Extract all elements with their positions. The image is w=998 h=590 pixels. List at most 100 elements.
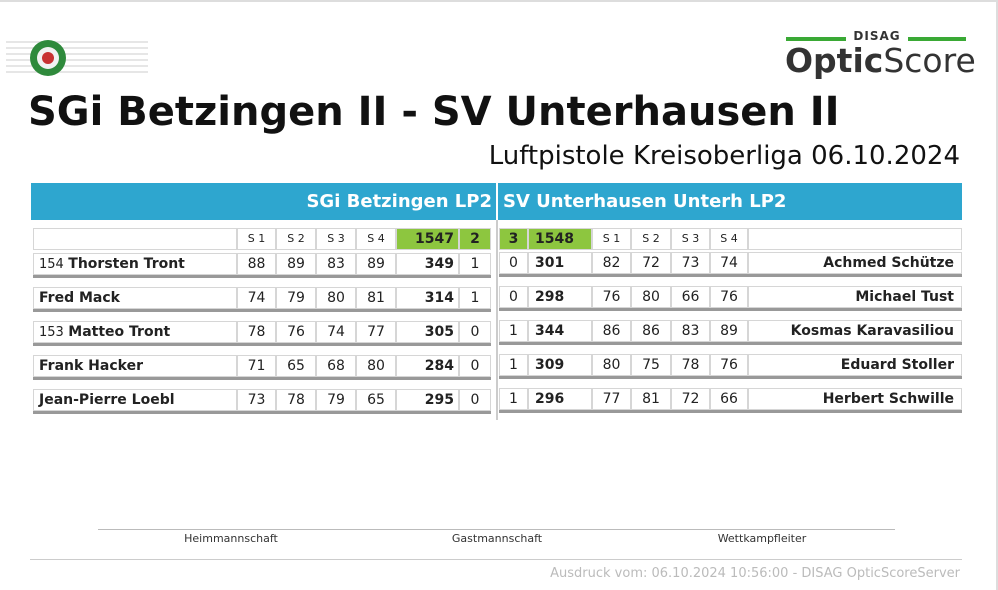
away-total: 1548 xyxy=(528,228,592,250)
series-header: S 2 xyxy=(276,228,316,250)
divider xyxy=(496,220,498,420)
points: 1 xyxy=(499,388,528,410)
brand-top: DISAG xyxy=(853,29,901,43)
total: 295 xyxy=(396,389,459,411)
points: 0 xyxy=(459,321,491,343)
series-score: 80 xyxy=(316,287,356,309)
series-score: 65 xyxy=(276,355,316,377)
series-score: 76 xyxy=(710,286,748,308)
title: SGi Betzingen II - SV Unterhausen II xyxy=(28,89,840,135)
series-header: S 3 xyxy=(671,228,710,250)
shooter-number: 154 xyxy=(39,257,64,272)
team-band: SGi Betzingen LP2 SV Unterhausen Unterh … xyxy=(31,183,962,220)
points: 1 xyxy=(459,287,491,309)
series-score: 65 xyxy=(356,389,396,411)
row-line xyxy=(33,309,491,312)
signature-label: Gastmannschaft xyxy=(451,532,543,545)
home-points: 2 xyxy=(459,228,491,250)
series-score: 88 xyxy=(237,253,276,275)
row-line xyxy=(499,342,962,345)
series-score: 78 xyxy=(237,321,276,343)
series-score: 78 xyxy=(671,354,710,376)
total: 349 xyxy=(396,253,459,275)
row-line xyxy=(33,377,491,380)
series-score: 81 xyxy=(631,388,671,410)
row-line xyxy=(33,411,491,414)
series-score: 68 xyxy=(316,355,356,377)
series-header: S 1 xyxy=(592,228,631,250)
series-score: 73 xyxy=(237,389,276,411)
total: 309 xyxy=(528,354,592,376)
series-score: 74 xyxy=(316,321,356,343)
shooter-name: Thorsten Tront xyxy=(68,256,185,272)
series-score: 71 xyxy=(237,355,276,377)
home-name: 153 Matteo Tront xyxy=(33,321,237,343)
shooter-name: Herbert Schwille xyxy=(748,388,962,410)
signature-label: Heimmannschaft xyxy=(184,532,278,545)
series-score: 73 xyxy=(671,252,710,274)
shooter-name: Fred Mack xyxy=(39,290,120,306)
shooter-name: Kosmas Karavasiliou xyxy=(748,320,962,342)
shooter-name: Frank Hacker xyxy=(39,358,143,374)
series-score: 80 xyxy=(356,355,396,377)
series-score: 83 xyxy=(671,320,710,342)
series-score: 89 xyxy=(710,320,748,342)
shooter-name: Jean-Pierre Loebl xyxy=(39,392,175,408)
row-line xyxy=(499,274,962,277)
signature-label: Wettkampfleiter xyxy=(717,532,807,545)
series-header: S 4 xyxy=(356,228,396,250)
series-score: 76 xyxy=(276,321,316,343)
row-line xyxy=(33,343,491,346)
series-score: 66 xyxy=(671,286,710,308)
series-score: 75 xyxy=(631,354,671,376)
shooter-number: 153 xyxy=(39,325,64,340)
series-score: 82 xyxy=(592,252,631,274)
home-total: 1547 xyxy=(396,228,459,250)
series-score: 76 xyxy=(710,354,748,376)
series-score: 86 xyxy=(631,320,671,342)
home-name: 154 Thorsten Tront xyxy=(33,253,237,275)
name-header xyxy=(748,228,962,250)
home-name: Jean-Pierre Loebl xyxy=(33,389,237,411)
series-score: 66 xyxy=(710,388,748,410)
home-name: Fred Mack xyxy=(33,287,237,309)
footer: Ausdruck vom: 06.10.2024 10:56:00 - DISA… xyxy=(550,566,960,581)
points: 1 xyxy=(459,253,491,275)
brand-logo: OpticScore xyxy=(785,42,976,80)
series-score: 77 xyxy=(592,388,631,410)
series-score: 76 xyxy=(592,286,631,308)
series-score: 72 xyxy=(671,388,710,410)
total: 284 xyxy=(396,355,459,377)
away-points: 3 xyxy=(499,228,528,250)
row-line xyxy=(499,308,962,311)
series-header: S 2 xyxy=(631,228,671,250)
series-score: 79 xyxy=(316,389,356,411)
shooter-name: Achmed Schütze xyxy=(748,252,962,274)
home-name: Frank Hacker xyxy=(33,355,237,377)
brand-optic: Optic xyxy=(785,41,884,80)
signature-line xyxy=(98,529,895,530)
name-header xyxy=(33,228,237,250)
points: 0 xyxy=(499,286,528,308)
footer-line xyxy=(30,559,962,560)
points: 1 xyxy=(499,320,528,342)
series-score: 86 xyxy=(592,320,631,342)
shooter-name: Michael Tust xyxy=(748,286,962,308)
points: 0 xyxy=(459,355,491,377)
away-team: SV Unterhausen Unterh LP2 xyxy=(503,191,787,212)
total: 314 xyxy=(396,287,459,309)
series-score: 83 xyxy=(316,253,356,275)
series-score: 80 xyxy=(631,286,671,308)
series-header: S 1 xyxy=(237,228,276,250)
series-score: 89 xyxy=(356,253,396,275)
series-score: 79 xyxy=(276,287,316,309)
points: 1 xyxy=(499,354,528,376)
series-score: 77 xyxy=(356,321,396,343)
shooter-name: Eduard Stoller xyxy=(748,354,962,376)
series-score: 78 xyxy=(276,389,316,411)
row-line xyxy=(499,376,962,379)
series-score: 72 xyxy=(631,252,671,274)
series-score: 74 xyxy=(237,287,276,309)
points: 0 xyxy=(459,389,491,411)
